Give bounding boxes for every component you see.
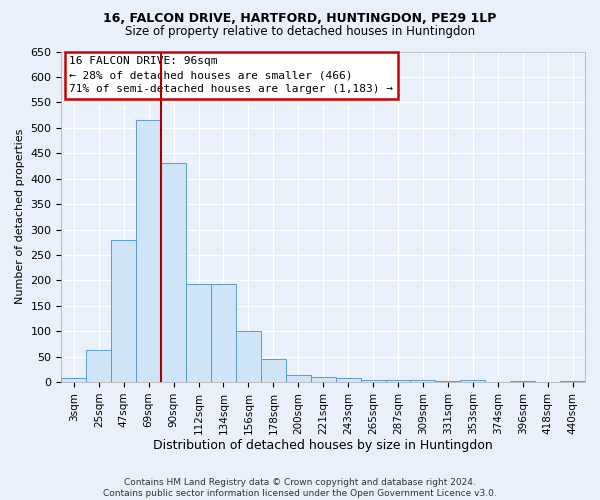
Text: Size of property relative to detached houses in Huntingdon: Size of property relative to detached ho… (125, 25, 475, 38)
Text: Contains HM Land Registry data © Crown copyright and database right 2024.
Contai: Contains HM Land Registry data © Crown c… (103, 478, 497, 498)
Bar (86, 350, 111, 382)
Bar (460, 380, 485, 382)
Bar (286, 375, 311, 382)
Bar (311, 377, 335, 382)
Text: 16 FALCON DRIVE: 96sqm
← 28% of detached houses are smaller (466)
71% of semi-de: 16 FALCON DRIVE: 96sqm ← 28% of detached… (69, 56, 393, 94)
Bar (361, 380, 386, 382)
Bar (211, 284, 236, 382)
Bar (136, 120, 161, 382)
Bar (236, 331, 261, 382)
Bar (111, 240, 136, 382)
Bar (186, 284, 211, 382)
Bar (335, 378, 361, 382)
Bar (510, 380, 535, 382)
Bar (161, 164, 186, 382)
Text: 16, FALCON DRIVE, HARTFORD, HUNTINGDON, PE29 1LP: 16, FALCON DRIVE, HARTFORD, HUNTINGDON, … (103, 12, 497, 26)
Bar (386, 380, 410, 382)
Bar (560, 380, 585, 382)
Bar (410, 380, 436, 382)
X-axis label: Distribution of detached houses by size in Huntingdon: Distribution of detached houses by size … (154, 440, 493, 452)
Bar (436, 380, 460, 382)
Bar (61, 378, 86, 382)
Bar (261, 358, 286, 382)
Y-axis label: Number of detached properties: Number of detached properties (15, 129, 25, 304)
